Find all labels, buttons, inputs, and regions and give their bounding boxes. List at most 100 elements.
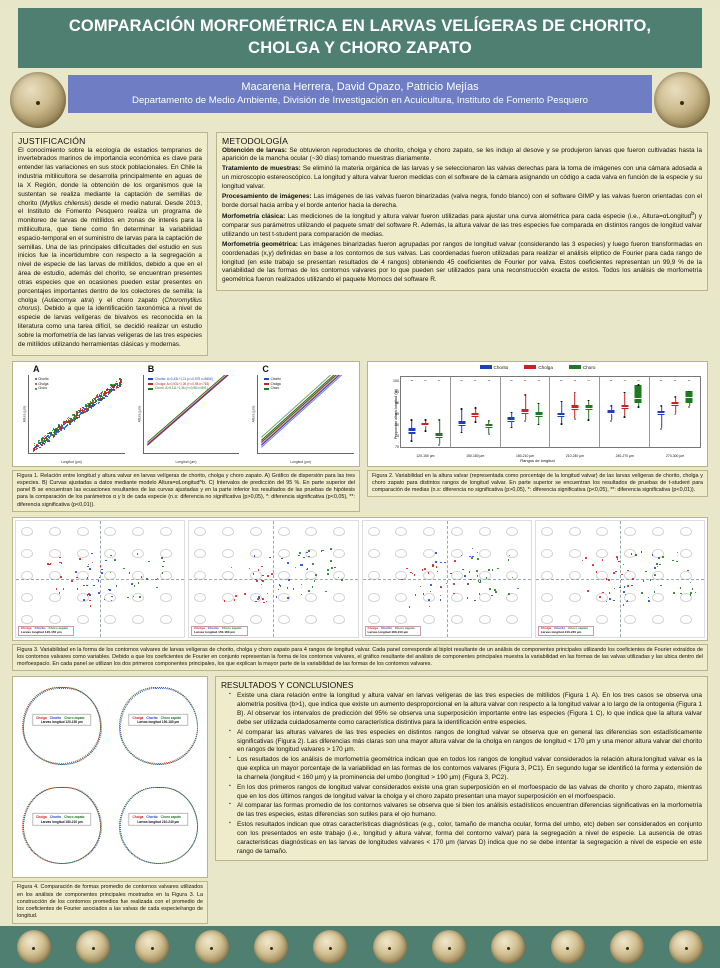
metodologia-item: Procesamiento de imágenes: Las imágenes … [222,193,702,211]
figura1-ylabel: Altura (µm) [22,405,26,422]
figura4-panel-label: Cholga Chorito Choro zapato Larvas longitud… [128,714,188,726]
morphospace-shape-icon [21,615,33,624]
figura1-legend-c: Chorito Cholga Choro [264,377,281,391]
pca-point [599,596,601,598]
figura2-ytick: 100 [393,379,399,383]
figura2-boxplot [608,377,615,447]
figura2-range-group: 180-210 µm ** ** ** [501,377,551,447]
morphospace-shape-icon [423,549,435,558]
range-label: Larvas longitud 210-240 µm [541,630,582,634]
larva-photo [373,930,407,964]
pca-point [508,593,510,595]
figura2-outlier [538,424,540,426]
morphospace-shape-icon [541,527,553,536]
pca-point [585,557,587,559]
morphospace-shape-icon [479,615,491,624]
pca-point [308,550,310,552]
metodologia-panel: METODOLOGÍA Obtención de larvas: Se obtu… [216,132,708,292]
figura2-ytick: 85 [395,412,399,416]
pca-point [327,573,329,575]
figura2-ytick: 70 [395,445,399,449]
figura1-scatter-point [108,389,109,390]
metodologia-item: Morfometría geométrica: Las imágenes bin… [222,241,702,285]
pca-point [83,585,85,587]
figura2-median [472,415,479,416]
figura2-whisker [461,408,462,431]
morphospace-shape-icon [278,527,290,536]
morphospace-shape-icon [250,527,262,536]
figura2-chart: Chorito Cholga Choro Proporción altura:lon… [370,364,705,464]
pca-point [301,564,303,566]
figura1-scatter-point [65,426,66,427]
morphospace-shape-icon [506,527,518,536]
figura2-median [436,436,443,437]
figura1-scatter-point [44,443,45,444]
morphospace-shape-icon [305,527,317,536]
pca-point [139,596,141,598]
morphospace-shape-icon [104,527,116,536]
morphospace-shape-icon [49,593,61,602]
figura3-panel: Cholga Chorito Choro zapato Larvas longitud… [15,520,185,638]
pca-point [495,591,497,593]
morphospace-shape-icon [596,615,608,624]
figura2-xtick: 120-150 µm [401,454,450,458]
author-names: Macarena Herrera, David Opazo, Patricio … [76,81,644,93]
figura2-outlier [574,418,576,420]
figura1-scatter-point [64,428,65,429]
figura1-ylabel: Altura (µm) [137,405,141,422]
justificacion-text: El conocimiento sobre la ecología de est… [18,147,202,350]
pca-point [287,562,289,564]
pca-point [471,557,473,559]
morphospace-shape-icon [132,527,144,536]
legend-swatch [569,365,581,369]
figura2-median [608,413,615,414]
figura2-median [522,412,529,413]
figura2-outlier [688,406,690,408]
pca-point [100,565,102,567]
pca-point [315,574,317,576]
morphospace-shape-icon [395,549,407,558]
morphospace-shape-icon [333,527,345,536]
figura2-outlier [638,406,640,408]
figura2-significance-marker: ** [538,379,540,383]
figura4-panels: Cholga Chorito Choro zapato Larvas longitud… [15,679,205,875]
pca-point [101,572,103,574]
range-label: Larvas longitud 180-210 µm [368,630,409,634]
pca-point [327,569,329,571]
pca-point [592,564,594,566]
figura2-outlier [511,412,513,414]
morphospace-shape-icon [652,527,664,536]
morphospace-shape-icon [479,593,491,602]
figure-row-1: A Altura (µm) Longitud (µm) Chorito Cholga Ch… [12,361,708,512]
justificacion-paragraph: El conocimiento sobre la ecología de est… [18,147,202,350]
pca-point [631,585,633,587]
figura2-boxplot [508,377,515,447]
metodologia-item: Tratamiento de muestras: Se eliminó la m… [222,165,702,191]
figura1-plot-area: ChoritoCholgaChoro1201401601802002202402… [257,375,354,454]
pca-point [334,567,336,569]
figura4-panel: Cholga Chorito Choro zapato Larvas longitud… [15,679,109,776]
figura4-panel-label: Cholga Chorito Choro zapato Larvas longitud… [32,813,92,825]
pca-point [131,583,133,585]
pca-point [262,580,264,582]
metodologia-item: Obtención de larvas: Se obtuvieron repro… [222,147,702,165]
figura2-median [408,431,415,432]
pca-point [83,599,85,601]
figura2-significance-marker: ** [411,379,413,383]
figura1-scatter-point [36,449,37,450]
figura2-median [571,408,578,409]
figura2-outlier [438,444,440,446]
morphospace-shape-icon [132,615,144,624]
author-row: Macarena Herrera, David Opazo, Patricio … [0,72,720,128]
range-label: Larvas longitud 120-150 µm [41,720,83,724]
figura1-ylabel: Altura (µm) [252,405,256,422]
pca-point [331,567,333,569]
figura2-boxplot [436,377,443,447]
pca-point [440,562,442,564]
figura1-panel-label: C [262,364,269,374]
figura1-scatter-point [54,433,55,434]
pca-point [137,553,139,555]
larva-shell-icon-right [654,72,710,128]
pca-point [672,560,674,562]
morphospace-shape-icon [624,527,636,536]
